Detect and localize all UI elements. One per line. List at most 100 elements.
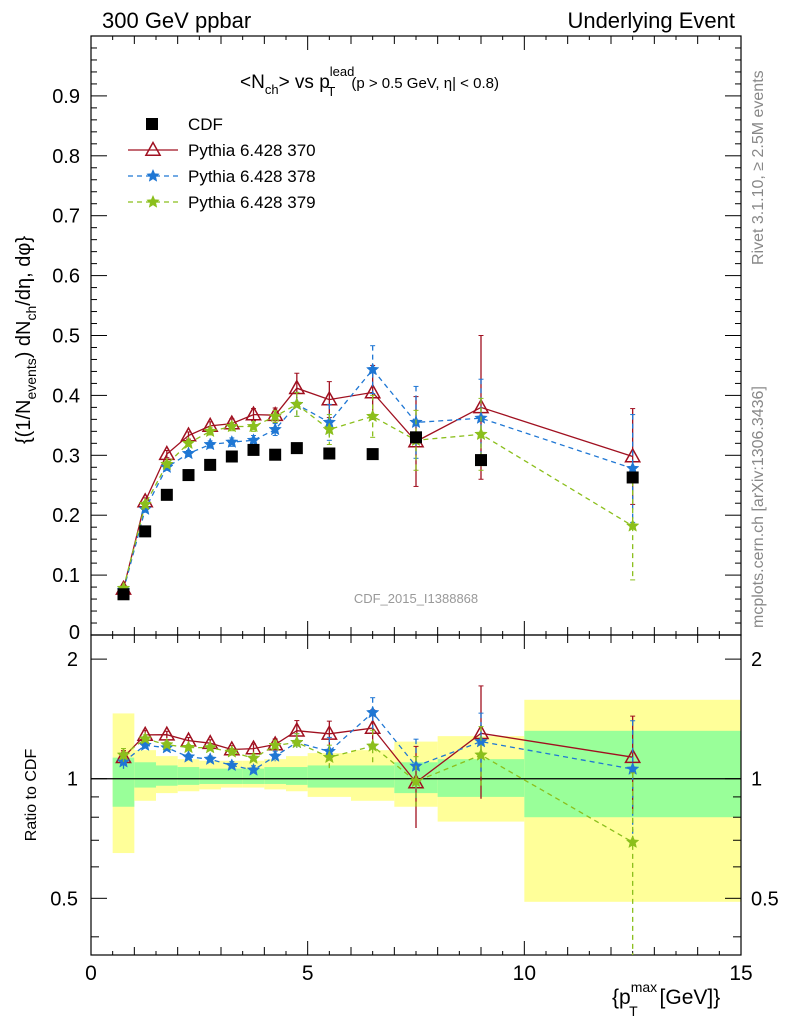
rivet-label: Rivet 3.1.10, ≥ 2.5M events [750, 70, 767, 265]
series-3-ratio-point [181, 740, 196, 754]
series-2-point [138, 502, 152, 516]
series-3-ratio-point [138, 731, 152, 745]
series-3-point [268, 409, 282, 423]
series-3-point [203, 424, 217, 438]
series-1-ratio-line [123, 727, 633, 784]
series-1-line [122, 387, 633, 590]
y-tick-label: 0.1 [52, 565, 80, 587]
series-3-point [322, 422, 337, 436]
stat-uncertainty-band [286, 767, 308, 785]
ratio-tick-label-right: 1 [751, 769, 762, 791]
legend-marker-cdf [146, 118, 158, 130]
series-2-point [246, 433, 261, 447]
series-3-ratio-point [268, 738, 282, 752]
series-3-ratio-point [322, 750, 337, 764]
cdf-point [225, 450, 238, 463]
series-2-point [225, 434, 239, 448]
series-3-ratio-point [246, 751, 261, 765]
y-tick-label: 0.4 [52, 385, 80, 407]
cdf-point [410, 431, 422, 444]
ratio-y-axis-label: Ratio to CDF [23, 749, 40, 842]
cdf-point [182, 469, 195, 482]
ratio-tick-label-left: 1 [67, 769, 78, 791]
series-2-ratio-point [365, 705, 380, 719]
x-axis-label: {pmax T [GeV]} [612, 979, 720, 1019]
legend-marker [146, 168, 160, 182]
plot-title: <Nch> vs plead T (p > 0.5 GeV, η| < 0.8) [240, 64, 499, 99]
stat-uncertainty-band [242, 768, 265, 784]
legend-label: CDF [188, 115, 223, 134]
ratio-tick-label-right: 2 [751, 649, 762, 671]
cdf-point [290, 442, 303, 455]
series-2-ratio-point [203, 752, 217, 766]
series-2-ratio-point [268, 749, 282, 762]
series-3-ratio-point [409, 774, 423, 788]
x-tick-label: 0 [85, 962, 97, 985]
series-2-point [365, 362, 380, 376]
series-3-point [290, 397, 304, 411]
stat-uncertainty-band [134, 762, 156, 788]
stat-uncertainty-band [307, 765, 351, 788]
y-tick-label: 0.9 [52, 86, 80, 108]
header-right: Underlying Event [567, 8, 735, 33]
y-tick-label: 0.6 [52, 266, 80, 288]
stat-uncertainty-band [351, 765, 395, 788]
series-3-point [365, 409, 380, 423]
ratio-frame [90, 634, 742, 956]
header-left: 300 GeV ppbar [102, 8, 251, 33]
legend-marker [146, 194, 160, 208]
series-3-line [122, 403, 634, 589]
cdf-point [626, 471, 639, 484]
stat-uncertainty-band [156, 765, 178, 786]
y-tick-label: 0.5 [52, 326, 80, 348]
y-tick-label: 0.3 [52, 445, 80, 467]
cdf-point [204, 458, 217, 471]
series-3-point [474, 427, 488, 441]
series-3-ratio-point [203, 740, 217, 754]
y-tick-label: 0.2 [52, 505, 80, 527]
cdf-point [139, 525, 152, 538]
ratio-tick-label-right: 0.5 [751, 888, 779, 910]
series-3-ratio-point [625, 835, 640, 849]
cdf-point [247, 443, 260, 456]
legend: CDF Pythia 6.428 370 Pythia 6.428 378 Pythi… [128, 115, 316, 212]
cdf-point [269, 448, 282, 461]
series-2-ratio-point [625, 761, 640, 775]
series-3-point [160, 457, 174, 471]
cdf-point [475, 454, 487, 467]
series-3-point [181, 436, 196, 450]
ratio-tick-label-left: 0.5 [50, 888, 78, 910]
stat-uncertainty-band [177, 767, 200, 785]
legend-marker [144, 140, 162, 157]
series-2-point [625, 461, 640, 475]
legend-label: Pythia 6.428 378 [188, 167, 316, 186]
stat-uncertainty-band [221, 768, 243, 784]
cdf-point [366, 448, 379, 461]
series-3-ratio-point [116, 747, 131, 761]
cdf-point [117, 588, 130, 601]
series-3-point [225, 419, 239, 433]
series-2-ratio-point [225, 758, 239, 772]
mcplots-label: mcplots.cern.ch [arXiv:1306.3436] [750, 386, 767, 628]
stat-uncertainty-band [264, 767, 286, 784]
series-3-point [625, 518, 640, 532]
series-2-ratio-point [138, 738, 152, 752]
x-tick-label: 15 [729, 962, 752, 985]
ratio-plot: 0 5 10 15 0.5 0.5 1 1 2 2 [50, 634, 779, 985]
series-2-point [181, 446, 196, 460]
series-2-ratio-point [246, 762, 261, 776]
cdf-point [323, 447, 336, 460]
ratio-uncertainty-bands [112, 699, 741, 902]
series-3-ratio-point [474, 747, 488, 761]
stat-uncertainty-band [112, 757, 135, 807]
y-tick-label: 0.8 [52, 146, 80, 168]
series-3-ratio-point [225, 744, 239, 758]
series-2-point [268, 422, 282, 436]
ratio-tick-label-left: 2 [67, 649, 78, 671]
series-3-ratio-point [160, 737, 174, 751]
y-tick-label-zero: 0 [69, 622, 80, 644]
series-2-point [203, 437, 217, 451]
series-3-ratio-point [365, 738, 380, 752]
cdf-point [160, 488, 173, 501]
